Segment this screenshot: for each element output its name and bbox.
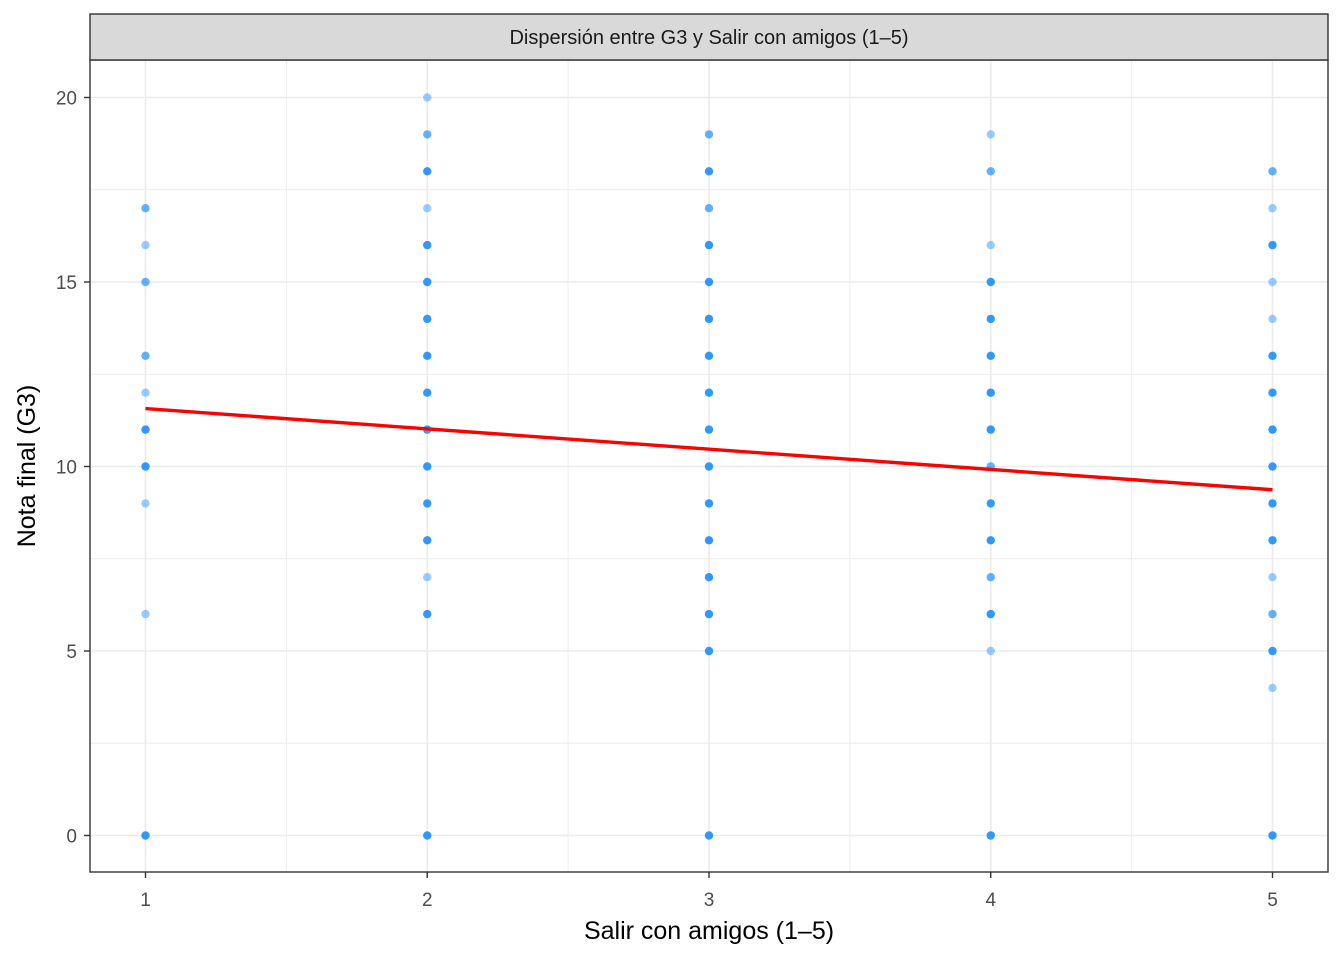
data-point [986,277,995,287]
data-point [1268,499,1277,508]
data-point [986,573,995,582]
data-point [704,314,714,324]
data-point [704,167,714,176]
data-point [1268,646,1277,656]
data-point [704,536,714,545]
data-point [141,831,150,840]
data-point [141,204,150,213]
data-point [1268,240,1277,250]
data-point [423,351,432,360]
data-point [423,388,432,397]
data-point [141,462,150,471]
data-point [986,314,995,324]
data-point [423,130,432,139]
data-point [1268,609,1277,619]
data-point [141,351,150,360]
data-point [423,314,432,324]
data-point [1268,388,1277,397]
data-point [986,536,995,545]
data-point [1268,462,1277,471]
data-point [1268,683,1277,693]
y-axis: 0 5 10 15 20 [56,89,90,848]
x-tick-label: 4 [985,890,996,911]
y-tick-label: 20 [56,89,77,110]
data-point [986,130,995,139]
x-axis-title: Salir con amigos (1–5) [584,917,834,945]
data-point [423,93,432,102]
data-point [986,351,995,360]
data-point [141,388,150,397]
data-point [423,277,432,287]
data-point [1268,277,1277,287]
data-point [704,609,714,619]
data-point [423,167,432,176]
x-tick-label: 3 [704,890,715,911]
data-point [1268,204,1277,213]
data-point [1268,351,1277,360]
data-point [704,646,714,656]
data-point [423,573,432,582]
x-tick-label: 5 [1267,890,1278,911]
data-point [704,573,714,582]
data-point [704,204,714,213]
data-point [1268,167,1277,176]
data-point [423,462,432,471]
y-tick-label: 5 [66,642,77,663]
x-tick-label: 1 [140,890,151,911]
trend-line [145,406,1273,492]
data-point [704,388,714,397]
points-layer [141,93,1277,840]
data-point [141,499,150,508]
trend-layer [145,406,1273,492]
data-point [1268,573,1277,582]
data-point [986,240,995,250]
data-point [986,609,995,619]
data-point [704,831,714,840]
data-point [423,609,432,619]
y-tick-label: 0 [66,827,77,848]
x-axis: 1 2 3 4 5 [140,872,1278,911]
data-point [1268,831,1277,840]
data-point [704,425,714,434]
data-point [986,646,995,656]
data-point [704,130,714,139]
data-point [423,536,432,545]
data-point [423,204,432,213]
facet-title: Dispersión entre G3 y Salir con amigos (… [509,27,908,49]
y-tick-label: 10 [56,458,77,479]
data-point [704,277,714,287]
data-point [704,351,714,360]
data-point [141,277,150,287]
data-point [986,388,995,397]
data-point [704,240,714,250]
data-point [141,609,150,619]
facet-strip [89,13,1329,61]
y-axis-title: Nota final (G3) [13,385,41,548]
y-tick-label: 15 [56,273,77,294]
data-point [704,462,714,471]
data-point [423,831,432,840]
data-point [986,425,995,434]
data-point [986,831,995,840]
data-point [986,499,995,508]
data-point [986,167,995,176]
data-point [141,240,150,250]
data-point [1268,314,1277,324]
data-point [1268,425,1277,434]
data-point [141,425,150,434]
x-tick-label: 2 [422,890,433,911]
data-point [423,499,432,508]
data-point [1268,536,1277,545]
data-point [423,240,432,250]
data-point [704,499,714,508]
